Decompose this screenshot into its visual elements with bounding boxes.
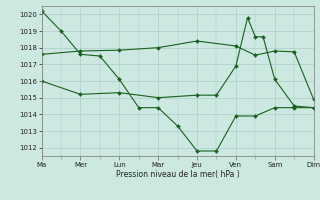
- X-axis label: Pression niveau de la mer( hPa ): Pression niveau de la mer( hPa ): [116, 170, 239, 179]
